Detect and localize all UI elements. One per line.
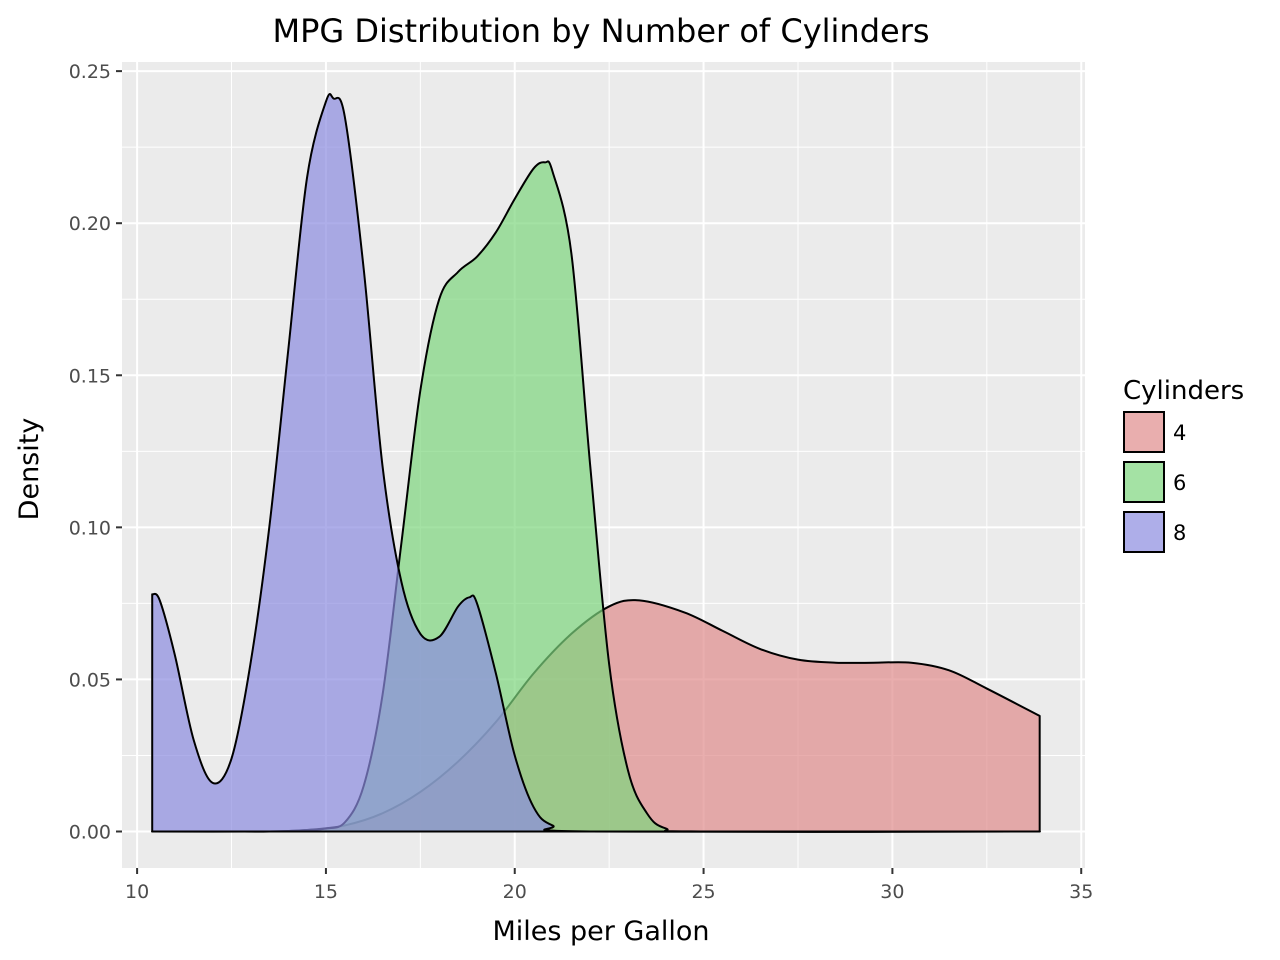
y-tick-label: 0.05 bbox=[69, 669, 111, 691]
legend-label: 6 bbox=[1173, 471, 1186, 495]
x-tick-label: 15 bbox=[314, 881, 338, 903]
density-area-8 bbox=[151, 93, 1041, 833]
legend-key-4 bbox=[1123, 411, 1165, 453]
legend-key-8 bbox=[1123, 511, 1165, 553]
x-tick-label: 30 bbox=[880, 881, 904, 903]
plot-panel bbox=[122, 62, 1085, 868]
legend-label: 8 bbox=[1173, 521, 1186, 545]
y-axis: 0.00 0.05 0.10 0.15 0.20 0.25 bbox=[69, 61, 122, 844]
y-tick-label: 0.15 bbox=[69, 365, 111, 387]
x-tick-label: 35 bbox=[1069, 881, 1093, 903]
legend-key-6 bbox=[1123, 461, 1165, 503]
y-tick-label: 0.20 bbox=[69, 213, 111, 235]
x-tick-label: 20 bbox=[503, 881, 527, 903]
legend: Cylinders 4 6 8 bbox=[1123, 376, 1244, 553]
y-tick-label: 0.10 bbox=[69, 517, 111, 539]
y-tick-label: 0.25 bbox=[69, 61, 111, 83]
x-tick-label: 25 bbox=[691, 881, 715, 903]
legend-title: Cylinders bbox=[1123, 376, 1244, 406]
x-axis: 10 15 20 25 30 35 bbox=[125, 868, 1093, 903]
legend-label: 4 bbox=[1173, 421, 1186, 445]
y-axis-title: Density bbox=[14, 418, 45, 521]
chart-title: MPG Distribution by Number of Cylinders bbox=[272, 12, 929, 50]
y-tick-label: 0.00 bbox=[69, 822, 111, 844]
x-tick-label: 10 bbox=[125, 881, 149, 903]
x-axis-title: Miles per Gallon bbox=[492, 916, 709, 947]
